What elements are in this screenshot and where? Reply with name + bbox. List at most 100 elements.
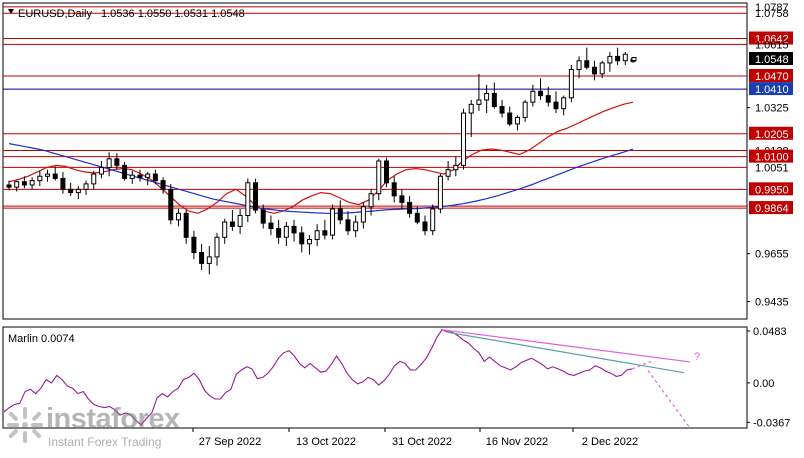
candle-body xyxy=(360,206,366,223)
candle xyxy=(45,169,51,182)
candle-body xyxy=(168,188,174,221)
candle xyxy=(21,176,27,189)
price-level-label: 1.0205 xyxy=(755,129,789,141)
candle xyxy=(484,84,490,114)
candle xyxy=(14,180,20,192)
candle xyxy=(491,82,497,109)
candle xyxy=(299,226,305,253)
candle xyxy=(253,178,259,214)
candle-body xyxy=(183,212,189,238)
resistance-price-tag xyxy=(749,31,793,45)
x-axis-date-label: 31 Oct 2022 xyxy=(392,436,452,448)
oscillator-panel-frame xyxy=(2,326,748,429)
candle xyxy=(260,204,266,229)
price-level-label: 1.0051 xyxy=(755,162,789,174)
candle xyxy=(360,202,366,229)
candle xyxy=(615,47,621,66)
candle-body xyxy=(584,60,590,68)
watermark-tagline: Instant Forex Trading xyxy=(48,435,162,449)
candle xyxy=(314,224,320,246)
candle xyxy=(383,157,389,188)
support-price-tag xyxy=(749,82,793,96)
candle-body xyxy=(291,225,297,234)
candle xyxy=(175,208,181,227)
candle xyxy=(98,161,104,179)
x-axis-date-label: 16 Nov 2022 xyxy=(486,436,548,448)
oscillator-plot-area xyxy=(3,329,691,428)
candle xyxy=(414,206,420,225)
candle-body xyxy=(98,167,104,175)
candle-body xyxy=(14,181,20,188)
current-price-marker xyxy=(631,57,637,62)
candle xyxy=(191,230,197,260)
price-level-label: 1.0642 xyxy=(755,34,789,46)
candle-body xyxy=(607,55,613,64)
candle-body xyxy=(83,183,89,190)
candle xyxy=(29,177,35,190)
candle xyxy=(152,169,158,184)
price-level-label: 1.0470 xyxy=(755,71,789,83)
candle-body xyxy=(376,160,382,195)
candle xyxy=(422,215,428,236)
candle-body xyxy=(576,60,582,70)
candle xyxy=(407,195,413,218)
candle-body xyxy=(160,180,166,190)
question-mark-annotation: ? xyxy=(694,351,700,363)
candle-body xyxy=(21,181,27,186)
candle xyxy=(576,56,582,79)
candle xyxy=(214,232,220,266)
last-price-tag xyxy=(749,52,793,66)
candle-body xyxy=(391,182,397,197)
candle-body xyxy=(229,221,235,227)
candle xyxy=(37,170,43,187)
candle xyxy=(345,211,351,236)
candle xyxy=(91,170,97,190)
candle xyxy=(199,243,205,270)
candle-body xyxy=(368,193,374,208)
candle xyxy=(6,180,12,191)
candle-body xyxy=(476,99,482,105)
candle xyxy=(129,170,135,184)
candle xyxy=(306,235,312,255)
candle xyxy=(453,156,459,177)
candle-body xyxy=(91,173,97,185)
candle xyxy=(237,208,243,235)
y-tick-label: 0.9435 xyxy=(755,297,789,309)
price-panel-frame xyxy=(2,2,748,320)
candle-body xyxy=(75,188,81,194)
candle-body xyxy=(145,173,151,178)
price-level-label: 0.9950 xyxy=(755,184,789,196)
candle-body xyxy=(106,158,112,169)
osc-y-tick-label: 0.0483 xyxy=(753,326,787,338)
candle xyxy=(530,84,536,107)
y-tick-label: 0.9655 xyxy=(755,249,789,261)
candle xyxy=(114,153,120,170)
candle-body xyxy=(29,180,35,186)
candle xyxy=(322,219,328,240)
candle xyxy=(145,171,151,185)
candle-body xyxy=(499,106,505,114)
resistance-price-tag xyxy=(749,201,793,215)
candle xyxy=(168,183,174,225)
candle-body xyxy=(283,225,289,238)
candle-body xyxy=(268,222,274,230)
resistance-price-tag xyxy=(749,69,793,83)
candle-body xyxy=(538,90,544,97)
slow-moving-average-line xyxy=(8,143,634,214)
candle-body xyxy=(461,112,467,166)
candle-body xyxy=(430,208,436,232)
candle xyxy=(622,52,628,66)
candle-body xyxy=(591,66,597,75)
x-axis-date-label: 27 Sep 2022 xyxy=(199,436,261,448)
candle xyxy=(122,162,128,181)
candle xyxy=(607,52,613,72)
candle-body xyxy=(114,158,120,166)
forecast-dashed-line xyxy=(647,370,691,428)
last-price-label: 1.0548 xyxy=(755,54,789,66)
candle-body xyxy=(383,160,389,184)
resistance-price-tag xyxy=(749,149,793,163)
candle-body xyxy=(468,103,474,114)
candle-body xyxy=(6,184,12,188)
